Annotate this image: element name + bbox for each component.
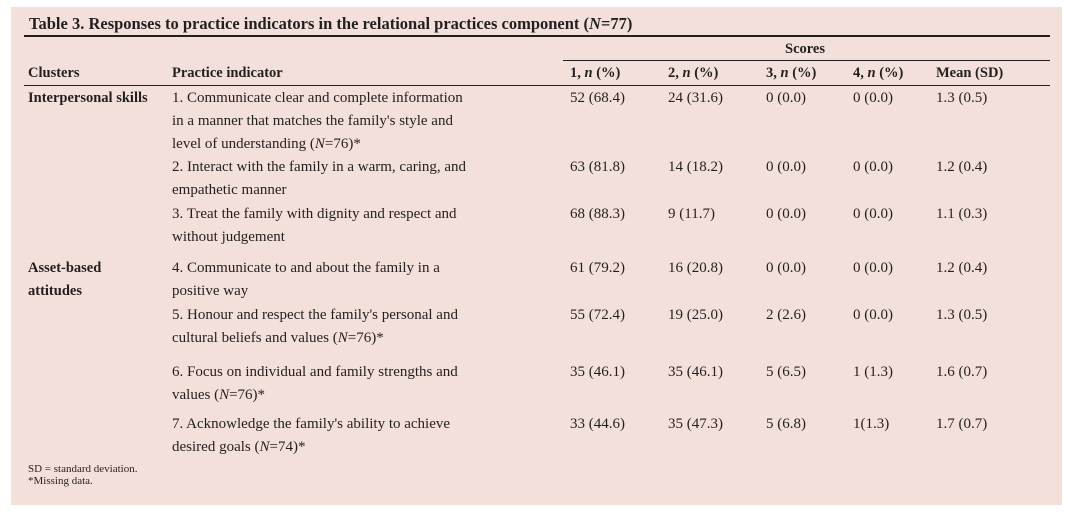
cluster-label: Interpersonal skills: [28, 90, 148, 106]
header-score-1: 1, n (%): [570, 65, 621, 81]
indicator-line: cultural beliefs and values (N=76)*: [172, 330, 384, 346]
footnote: SD = standard deviation.: [28, 463, 138, 475]
mean-cell: 1.3 (0.5): [936, 307, 988, 323]
indicator-line: without judgement: [172, 229, 285, 245]
score-1-cell: 68 (88.3): [570, 206, 625, 222]
score-2-cell: 35 (47.3): [668, 416, 723, 432]
score-2-cell: 14 (18.2): [668, 159, 723, 175]
indicator-line: 6. Focus on individual and family streng…: [172, 364, 458, 380]
mean-cell: 1.6 (0.7): [936, 364, 988, 380]
header-indicator: Practice indicator: [172, 65, 283, 81]
cluster-label: Asset-based: [28, 260, 102, 276]
score-2-cell: 24 (31.6): [668, 90, 723, 106]
header-score-2: 2, n (%): [668, 65, 719, 81]
score-1-cell: 55 (72.4): [570, 307, 625, 323]
score-3-cell: 2 (2.6): [766, 307, 806, 323]
indicator-line: desired goals (N=74)*: [172, 439, 306, 455]
score-2-cell: 16 (20.8): [668, 260, 723, 276]
indicator-line: 3. Treat the family with dignity and res…: [172, 206, 457, 222]
score-3-cell: 5 (6.8): [766, 416, 806, 432]
header-score-4: 4, n (%): [853, 65, 904, 81]
score-1-cell: 61 (79.2): [570, 260, 625, 276]
header-mean: Mean (SD): [936, 65, 1004, 81]
score-4-cell: 0 (0.0): [853, 307, 893, 323]
indicator-line: positive way: [172, 283, 249, 299]
score-2-cell: 35 (46.1): [668, 364, 723, 380]
mean-cell: 1.2 (0.4): [936, 159, 988, 175]
indicator-line: 4. Communicate to and about the family i…: [172, 260, 440, 276]
header-rule: [24, 85, 1050, 86]
scores-rule: [563, 60, 1050, 61]
header-clusters: Clusters: [28, 65, 80, 81]
score-4-cell: 0 (0.0): [853, 90, 893, 106]
indicator-line: 2. Interact with the family in a warm, c…: [172, 159, 467, 175]
indicator-line: 7. Acknowledge the family's ability to a…: [172, 416, 451, 432]
scores-header: Scores: [785, 41, 826, 57]
score-1-cell: 63 (81.8): [570, 159, 625, 175]
indicator-line: values (N=76)*: [172, 387, 266, 403]
cluster-label: attitudes: [28, 283, 82, 299]
score-4-cell: 1(1.3): [853, 416, 890, 432]
score-4-cell: 0 (0.0): [853, 206, 893, 222]
indicator-line: 1. Communicate clear and complete inform…: [172, 90, 463, 106]
footnote: *Missing data.: [28, 475, 93, 487]
score-4-cell: 0 (0.0): [853, 260, 893, 276]
score-3-cell: 0 (0.0): [766, 90, 806, 106]
score-4-cell: 1 (1.3): [853, 364, 893, 380]
score-1-cell: 35 (46.1): [570, 364, 625, 380]
score-2-cell: 19 (25.0): [668, 307, 723, 323]
mean-cell: 1.1 (0.3): [936, 206, 988, 222]
table-panel: [11, 7, 1062, 505]
score-3-cell: 0 (0.0): [766, 159, 806, 175]
indicator-line: in a manner that matches the family's st…: [172, 113, 453, 129]
score-4-cell: 0 (0.0): [853, 159, 893, 175]
mean-cell: 1.2 (0.4): [936, 260, 988, 276]
mean-cell: 1.7 (0.7): [936, 416, 988, 432]
score-1-cell: 52 (68.4): [570, 90, 625, 106]
header-score-3: 3, n (%): [766, 65, 817, 81]
score-1-cell: 33 (44.6): [570, 416, 625, 432]
score-2-cell: 9 (11.7): [668, 206, 715, 222]
score-3-cell: 0 (0.0): [766, 206, 806, 222]
indicator-line: 5. Honour and respect the family's perso…: [172, 307, 458, 323]
score-3-cell: 5 (6.5): [766, 364, 806, 380]
indicator-line: level of understanding (N=76)*: [172, 136, 361, 152]
mean-cell: 1.3 (0.5): [936, 90, 988, 106]
indicator-line: empathetic manner: [172, 182, 287, 198]
table-title: Table 3. Responses to practice indicator…: [29, 14, 633, 33]
score-3-cell: 0 (0.0): [766, 260, 806, 276]
title-rule: [24, 35, 1050, 37]
